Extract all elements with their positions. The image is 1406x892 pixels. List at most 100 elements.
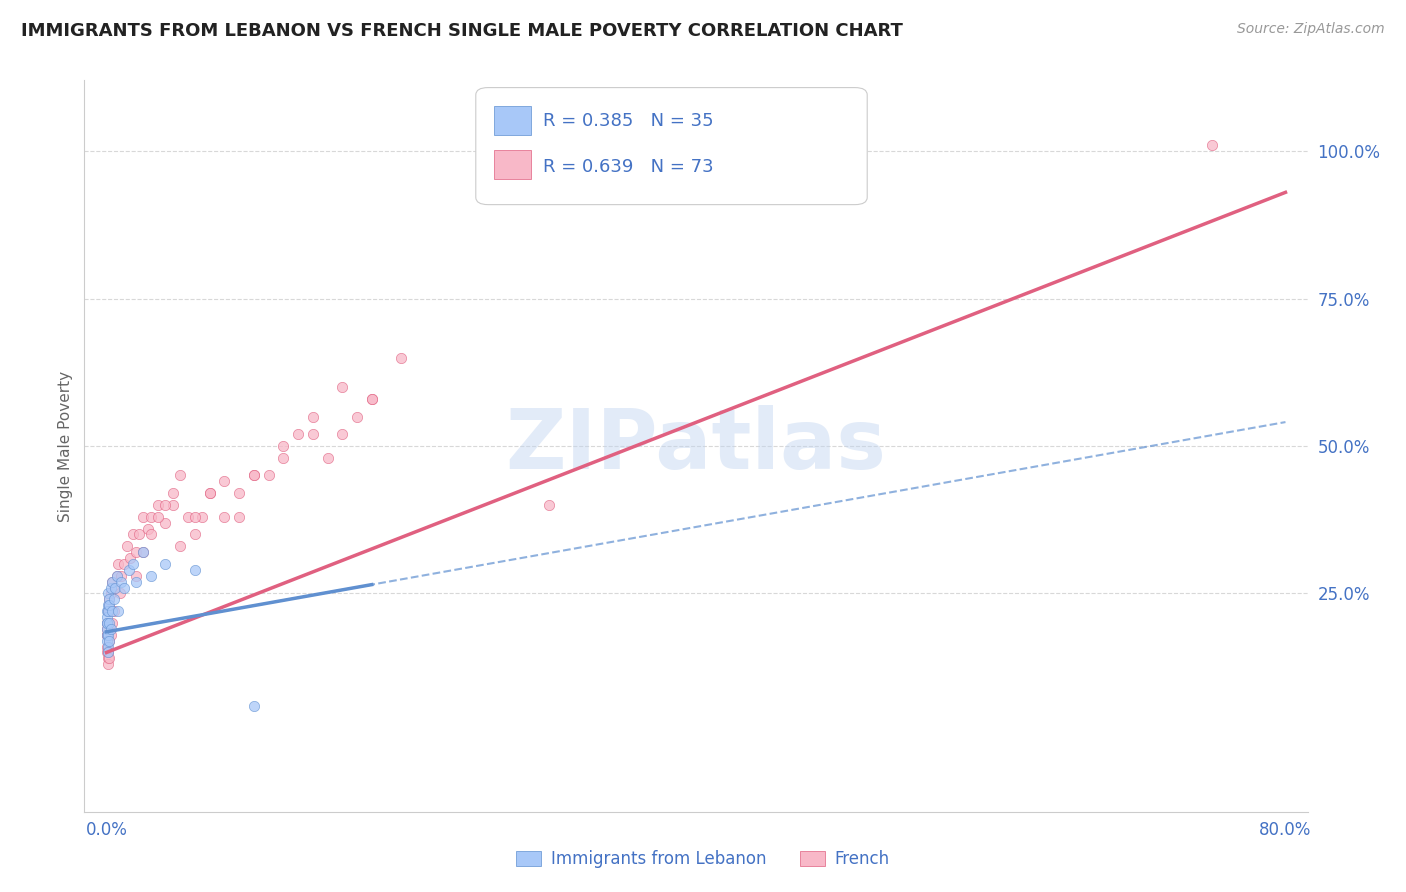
- Point: [96, 622, 118, 636]
- Point: [136, 522, 159, 536]
- Point: [112, 557, 135, 571]
- Point: [101, 604, 124, 618]
- Point: [112, 581, 135, 595]
- Legend: Immigrants from Lebanon, French: Immigrants from Lebanon, French: [509, 844, 897, 875]
- Point: [162, 498, 184, 512]
- Point: [96, 615, 118, 630]
- Point: [155, 516, 177, 530]
- Point: [96, 615, 118, 630]
- Point: [389, 351, 412, 365]
- Point: [101, 574, 124, 589]
- Point: [243, 698, 266, 713]
- Point: [122, 557, 145, 571]
- Point: [96, 615, 118, 630]
- Point: [118, 551, 141, 566]
- Point: [184, 563, 207, 577]
- Point: [96, 604, 118, 618]
- Point: [98, 599, 121, 613]
- Point: [98, 604, 121, 618]
- Point: [125, 574, 148, 589]
- Point: [97, 657, 120, 672]
- Point: [330, 427, 353, 442]
- FancyBboxPatch shape: [494, 106, 531, 136]
- Point: [96, 622, 118, 636]
- Point: [184, 527, 207, 541]
- Point: [101, 574, 124, 589]
- Point: [105, 568, 128, 582]
- Point: [97, 592, 120, 607]
- Point: [97, 633, 120, 648]
- Point: [155, 498, 177, 512]
- Point: [125, 545, 148, 559]
- Point: [146, 509, 169, 524]
- Point: [103, 604, 125, 618]
- Point: [98, 592, 121, 607]
- Point: [97, 615, 120, 630]
- Point: [110, 568, 132, 582]
- Point: [214, 475, 236, 489]
- Point: [122, 527, 145, 541]
- Text: R = 0.385   N = 35: R = 0.385 N = 35: [543, 112, 714, 129]
- Point: [243, 468, 266, 483]
- Point: [100, 581, 122, 595]
- Point: [132, 545, 155, 559]
- Point: [146, 498, 169, 512]
- Point: [100, 628, 122, 642]
- Point: [228, 486, 250, 500]
- Point: [100, 622, 122, 636]
- Point: [316, 450, 339, 465]
- Text: ZIPatlas: ZIPatlas: [506, 406, 886, 486]
- Point: [169, 539, 191, 553]
- Point: [107, 557, 129, 571]
- Point: [1201, 138, 1223, 153]
- Point: [301, 427, 323, 442]
- Point: [273, 450, 295, 465]
- Point: [139, 509, 162, 524]
- Point: [155, 557, 177, 571]
- Point: [162, 486, 184, 500]
- Point: [97, 633, 120, 648]
- Point: [537, 498, 560, 512]
- Point: [108, 586, 131, 600]
- Point: [97, 586, 120, 600]
- Point: [110, 574, 132, 589]
- Point: [97, 628, 120, 642]
- Point: [128, 527, 150, 541]
- Point: [125, 568, 148, 582]
- Point: [96, 640, 118, 654]
- Point: [97, 599, 120, 613]
- Point: [98, 615, 121, 630]
- Point: [228, 509, 250, 524]
- FancyBboxPatch shape: [475, 87, 868, 204]
- Point: [115, 539, 138, 553]
- Point: [98, 651, 121, 665]
- Point: [184, 509, 207, 524]
- Point: [330, 380, 353, 394]
- Point: [97, 599, 120, 613]
- Point: [96, 633, 118, 648]
- Point: [176, 509, 198, 524]
- Point: [360, 392, 382, 406]
- Point: [97, 604, 120, 618]
- Text: IMMIGRANTS FROM LEBANON VS FRENCH SINGLE MALE POVERTY CORRELATION CHART: IMMIGRANTS FROM LEBANON VS FRENCH SINGLE…: [21, 22, 903, 40]
- Point: [139, 568, 162, 582]
- FancyBboxPatch shape: [494, 150, 531, 179]
- Text: R = 0.639   N = 73: R = 0.639 N = 73: [543, 158, 714, 176]
- Point: [97, 645, 120, 659]
- Point: [139, 527, 162, 541]
- Point: [257, 468, 280, 483]
- Point: [287, 427, 309, 442]
- Point: [214, 509, 236, 524]
- Point: [100, 586, 122, 600]
- Point: [301, 409, 323, 424]
- Point: [104, 581, 127, 595]
- Point: [96, 628, 118, 642]
- Point: [273, 439, 295, 453]
- Point: [97, 604, 120, 618]
- Point: [96, 610, 118, 624]
- Point: [117, 563, 139, 577]
- Point: [97, 651, 120, 665]
- Point: [132, 509, 155, 524]
- Point: [132, 545, 155, 559]
- Point: [96, 628, 118, 642]
